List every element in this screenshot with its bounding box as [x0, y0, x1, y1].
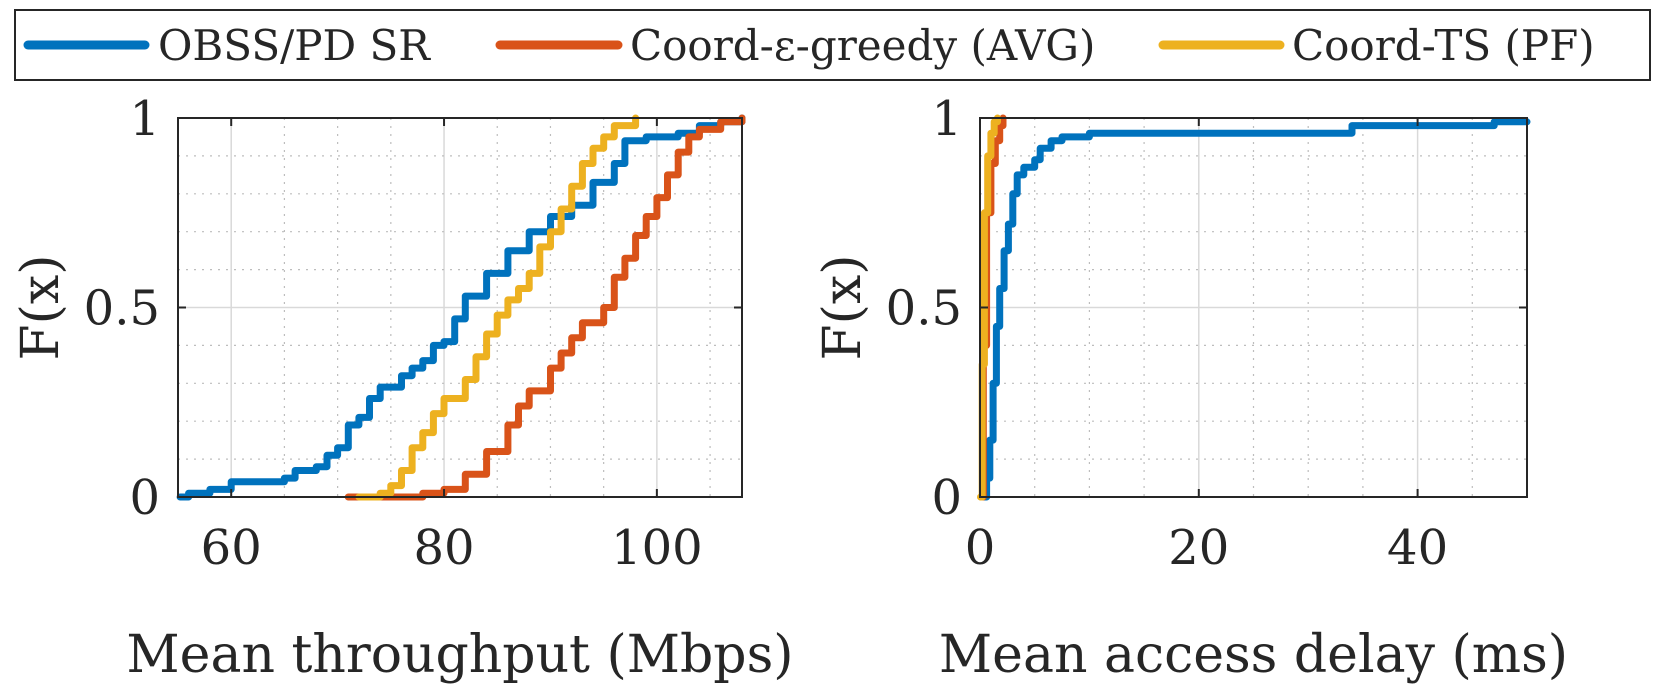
- delay-xlabel: Mean access delay (ms): [939, 625, 1568, 685]
- throughput-ytick-label-0: 0: [129, 470, 160, 526]
- throughput-grid: [177, 117, 742, 498]
- throughput-xtick-label-0: 60: [201, 520, 262, 576]
- delay-xtick-label-2: 40: [1387, 520, 1448, 576]
- delay-ytick-label-0: 0: [931, 470, 962, 526]
- throughput-ytick-label-2: 1: [129, 91, 160, 147]
- throughput-series: [176, 114, 746, 501]
- throughput-ticks: 60 80 100 0 0.5 1: [84, 91, 742, 576]
- legend-label-obss: OBSS/PD SR: [158, 21, 431, 70]
- delay-series-line-0: [980, 118, 1531, 501]
- delay-ytick-label-1: 0.5: [886, 281, 962, 337]
- throughput-series-line-1: [344, 114, 746, 501]
- throughput-xlabel: Mean throughput (Mbps): [126, 625, 793, 685]
- delay-ticks: 0 20 40 0 0.5 1: [886, 91, 1527, 576]
- throughput-ytick-label-1: 0.5: [84, 281, 160, 337]
- throughput-cdf-chart: 60 80 100 0 0.5 1 Mean throughput (Mbps) F(x): [11, 91, 794, 685]
- legend-box: [14, 9, 1651, 81]
- delay-xtick-label-0: 0: [965, 520, 996, 576]
- throughput-series-line-0: [176, 114, 746, 501]
- delay-series-line-2: [977, 114, 1001, 501]
- delay-ytick-label-2: 1: [931, 91, 962, 147]
- legend-label-egreedy: Coord-ε-greedy (AVG): [630, 21, 1095, 70]
- legend: OBSS/PD SR Coord-ε-greedy (AVG) Coord-TS…: [14, 9, 1651, 81]
- legend-label-ts: Coord-TS (PF): [1292, 21, 1595, 70]
- throughput-xtick-label-1: 80: [413, 520, 474, 576]
- delay-xtick-label-1: 20: [1168, 520, 1229, 576]
- delay-ylabel: F(x): [813, 255, 873, 361]
- delay-grid: [979, 117, 1528, 498]
- throughput-series-line-2: [355, 114, 640, 501]
- delay-cdf-chart: 0 20 40 0 0.5 1 Mean access delay (ms) F(x): [813, 91, 1568, 685]
- delay-series: [977, 114, 1531, 501]
- throughput-ylabel: F(x): [11, 255, 71, 361]
- throughput-xtick-label-2: 100: [611, 520, 703, 576]
